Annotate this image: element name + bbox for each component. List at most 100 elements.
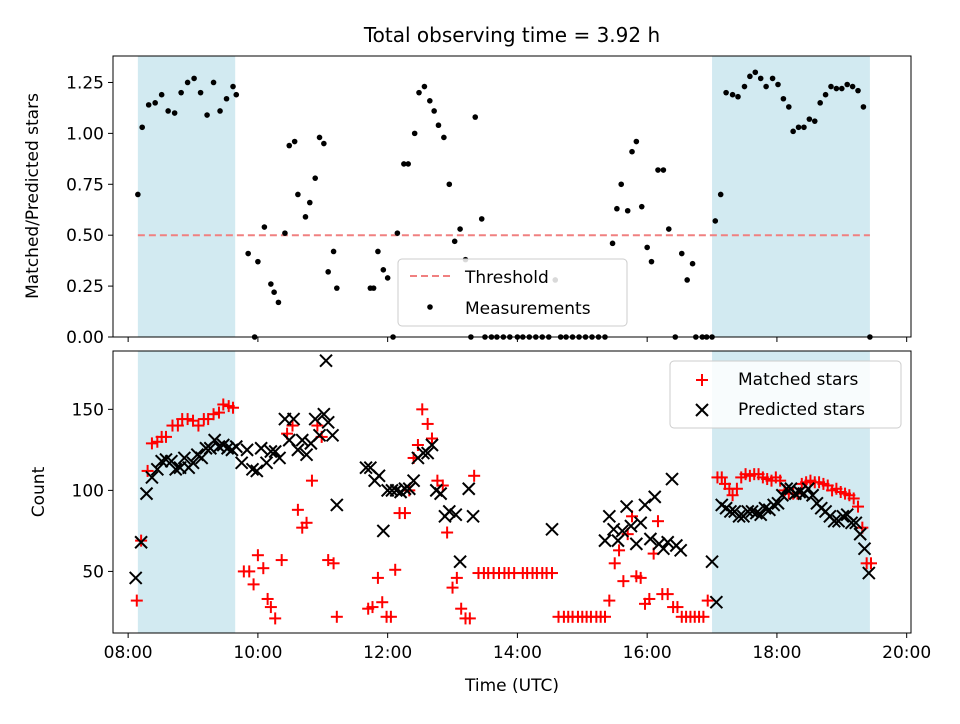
predicted-star-point <box>250 464 264 478</box>
matched-star-point <box>145 437 158 450</box>
matched-star-point <box>159 430 172 443</box>
measurement-point <box>158 91 165 98</box>
measurement-point <box>741 83 748 90</box>
measurement-point <box>431 108 437 114</box>
matched-star-point <box>171 419 184 432</box>
measurement-point <box>316 134 323 141</box>
measurement-point <box>233 91 240 98</box>
y-tick-label: 0.00 <box>66 328 104 348</box>
measurement-point <box>394 230 401 236</box>
top-legend: Threshold Measurements <box>397 258 628 327</box>
predicted-star-point <box>779 482 794 496</box>
matched-star-point <box>261 592 274 605</box>
predicted-star-point <box>145 470 159 485</box>
bottom-plot-area: 50 100 150 08:00 10:00 12:00 14:00 16:00 18:00 20… <box>72 350 931 663</box>
measurement-point <box>380 267 387 273</box>
matched-star-point <box>701 594 714 607</box>
predicted-star-point <box>862 566 876 580</box>
matched-star-point <box>441 526 454 539</box>
measurement-point <box>171 110 178 116</box>
matched-star-point <box>243 565 256 578</box>
measurement-point <box>648 258 655 265</box>
predicted-star-point <box>462 482 476 496</box>
measurement-point <box>405 161 411 167</box>
measurement-point <box>609 240 616 247</box>
measurement-point <box>282 230 288 236</box>
measurement-point <box>375 248 381 255</box>
top-y-axis-label: Matched/Predicted stars <box>23 93 43 299</box>
x-tick-label: 16:00 <box>623 643 672 663</box>
predicted-star-point <box>853 527 867 541</box>
y-tick-label: 1.25 <box>66 73 104 93</box>
measurement-point <box>817 100 823 106</box>
matched-star-point <box>463 612 476 625</box>
predicted-star-point <box>264 444 278 459</box>
matched-star-point <box>726 489 739 502</box>
predicted-star-point <box>661 535 675 549</box>
predicted-star-point <box>643 532 658 546</box>
x-tick-label: 10:00 <box>233 643 282 663</box>
x-tick-label: 14:00 <box>493 643 542 663</box>
measurement-point <box>801 124 807 131</box>
measurement-point <box>614 205 620 212</box>
y-tick-label: 150 <box>72 400 104 420</box>
matched-star-point <box>697 610 710 623</box>
matched-star-point <box>436 479 449 492</box>
measurement-point <box>334 285 340 291</box>
measurement-point <box>427 97 433 104</box>
predicted-star-point <box>602 509 617 524</box>
measurement-point <box>401 161 407 167</box>
measurement-point <box>330 248 337 255</box>
matched-star-point <box>207 408 220 421</box>
predicted-star-point <box>611 533 625 548</box>
predicted-star-point <box>319 354 333 368</box>
x-tick-label: 08:00 <box>104 643 153 663</box>
measurement-point <box>712 218 719 224</box>
measurement-point <box>446 181 453 188</box>
bottom-y-axis-label: Count <box>29 466 49 517</box>
matched-star-point <box>217 398 230 411</box>
measurement-point <box>806 116 813 122</box>
predicted-star-point <box>638 498 652 512</box>
predicted-star-point <box>321 415 335 430</box>
predicted-star-point <box>240 443 254 457</box>
predicted-star-point <box>330 498 344 512</box>
predicted-star-point <box>753 507 768 522</box>
predicted-star-point <box>433 486 448 501</box>
predicted-star-point <box>615 524 629 538</box>
predicted-star-point <box>844 516 859 530</box>
measurement-point <box>786 104 792 110</box>
matched-star-point <box>130 594 143 607</box>
predicted-star-point <box>449 507 463 522</box>
shaded-region-1 <box>137 56 236 337</box>
matched-star-point <box>661 588 674 601</box>
predicted-star-point <box>406 473 421 488</box>
matched-star-point <box>634 571 647 584</box>
measurement-point <box>849 83 856 90</box>
predicted-star-point <box>624 519 638 533</box>
predicted-star-point <box>207 433 222 447</box>
measurement-point <box>370 285 377 291</box>
predicted-star-point <box>665 472 679 486</box>
y-tick-label: 100 <box>72 481 104 501</box>
predicted-star-point <box>705 554 719 569</box>
legend-matched-label: Matched stars <box>738 370 858 390</box>
predicted-star-point <box>129 571 143 585</box>
predicted-star-point <box>177 451 192 465</box>
series-layer <box>135 69 873 340</box>
predicted-star-point <box>299 448 314 462</box>
axes-frame <box>112 55 912 338</box>
matched-star-point <box>212 406 225 419</box>
measurement-point <box>451 238 458 245</box>
measurement-point <box>165 108 171 114</box>
measurement-point <box>860 104 867 110</box>
measurement-point <box>757 75 764 82</box>
measurement-point <box>230 83 236 90</box>
series-layer <box>129 354 877 625</box>
matched-star-point <box>546 567 559 580</box>
matched-star-point <box>192 419 205 432</box>
matched-star-point <box>671 601 684 614</box>
measurement-point <box>660 167 667 173</box>
matched-star-point <box>398 507 411 520</box>
